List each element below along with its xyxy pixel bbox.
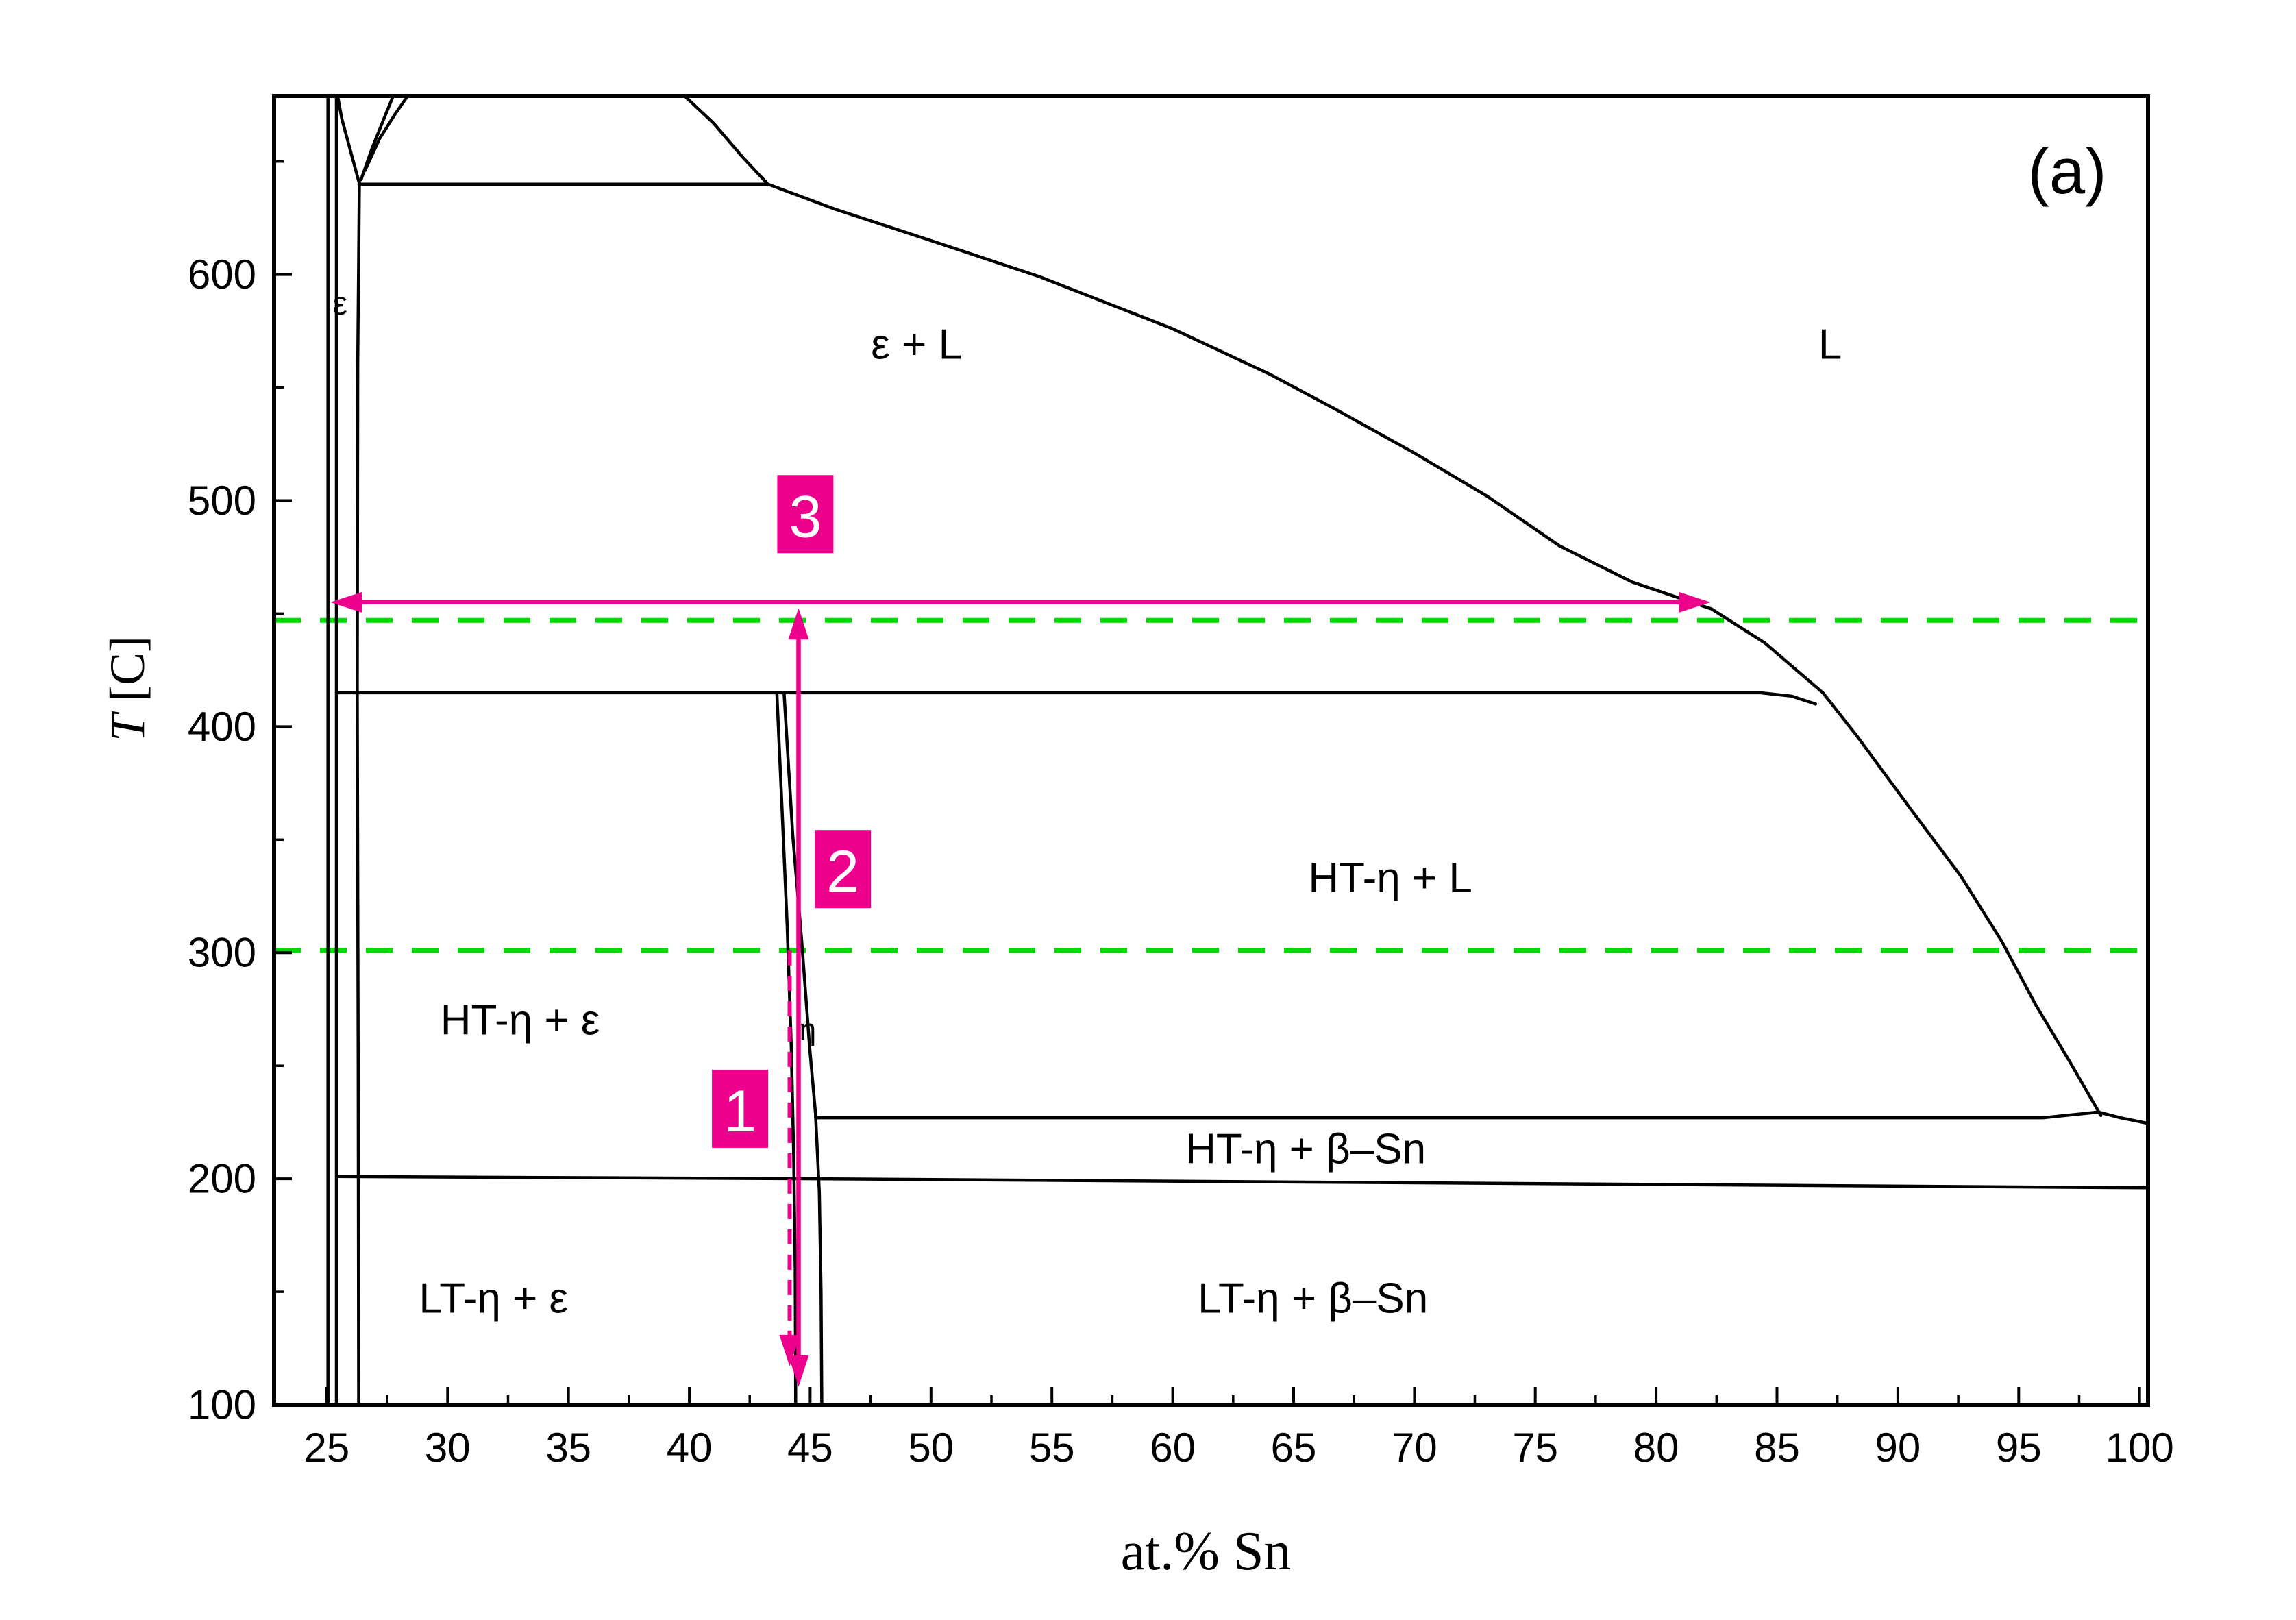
region-label: L bbox=[1818, 321, 1842, 368]
x-tick-label: 25 bbox=[304, 1425, 350, 1471]
x-tick-label: 100 bbox=[2106, 1425, 2174, 1471]
y-tick-label: 200 bbox=[188, 1156, 256, 1202]
x-tick-label: 30 bbox=[425, 1425, 471, 1471]
y-tick-label: 600 bbox=[188, 251, 256, 297]
x-axis-title: at.% Sn bbox=[1121, 1521, 1292, 1582]
y-tick-label: 400 bbox=[188, 704, 256, 750]
x-tick-label: 65 bbox=[1271, 1425, 1317, 1471]
y-axis-title: T [C] bbox=[100, 636, 155, 741]
annotation-number-box-3 bbox=[777, 475, 834, 554]
x-tick-label: 90 bbox=[1875, 1425, 1921, 1471]
plot-frame bbox=[272, 94, 2150, 1407]
region-label: ε bbox=[333, 286, 347, 322]
x-tick-label: 55 bbox=[1029, 1425, 1075, 1471]
annotation-arrow-3-head-left bbox=[330, 591, 362, 613]
boundary-eta-right bbox=[782, 691, 824, 1407]
region-label: LT-η + β–Sn bbox=[1198, 1275, 1428, 1323]
boundary-eutectic-227 bbox=[813, 1110, 2150, 1125]
x-tick-label: 35 bbox=[545, 1425, 591, 1471]
x-tick-label: 40 bbox=[667, 1425, 713, 1471]
annotation-number-2: 2 bbox=[826, 839, 859, 905]
annotation-number-box-1 bbox=[712, 1069, 769, 1148]
x-tick-label: 50 bbox=[908, 1425, 954, 1471]
x-tick-label: 60 bbox=[1150, 1425, 1196, 1471]
annotation-number-1: 1 bbox=[724, 1079, 756, 1144]
annotation-arrow-2-head-up bbox=[788, 608, 809, 640]
boundary-epsilon-right bbox=[356, 180, 361, 1407]
region-label: HT-η + β–Sn bbox=[1185, 1126, 1426, 1173]
x-tick-label: 45 bbox=[787, 1425, 833, 1471]
x-tick-label: 80 bbox=[1633, 1425, 1679, 1471]
x-tick-label: 70 bbox=[1392, 1425, 1437, 1471]
boundary-gamma-wedge-right-outer bbox=[363, 94, 410, 173]
region-label: η bbox=[800, 1013, 816, 1046]
y-tick-label: 300 bbox=[188, 930, 256, 976]
x-tick-label: 95 bbox=[1996, 1425, 2042, 1471]
figure-label: (a) bbox=[2028, 135, 2107, 207]
y-tick-label: 100 bbox=[188, 1382, 256, 1428]
boundary-liquidus bbox=[682, 94, 2103, 1118]
x-tick-label: 75 bbox=[1512, 1425, 1558, 1471]
boundary-gamma-wedge-left bbox=[336, 94, 361, 184]
x-tick-label: 85 bbox=[1754, 1425, 1800, 1471]
y-tick-label: 500 bbox=[188, 478, 256, 524]
boundary-peritectic-415 bbox=[334, 691, 1818, 706]
annotation-arrow-2-head-down bbox=[788, 1355, 809, 1387]
region-label: HT-η + ε bbox=[441, 997, 600, 1044]
region-label: LT-η + ε bbox=[419, 1275, 568, 1323]
annotation-arrow-1-head-down bbox=[779, 1334, 800, 1366]
boundary-eutectoid-200 bbox=[334, 1175, 2150, 1190]
boundary-eta-left bbox=[775, 691, 798, 1407]
annotation-number-box-2 bbox=[815, 830, 872, 909]
annotation-arrow-3-head-right bbox=[1679, 591, 1711, 613]
region-label: ε + L bbox=[871, 321, 962, 368]
chart-generated-layer: 25 30 35 40 45 50 55 60 65 70 75 80 85 90 95 100 100 200 3… bbox=[188, 94, 2174, 1471]
annotation-number-3: 3 bbox=[789, 484, 822, 550]
region-label: HT-η + L bbox=[1308, 855, 1472, 902]
